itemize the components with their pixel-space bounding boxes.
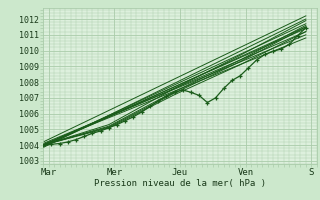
X-axis label: Pression niveau de la mer( hPa ): Pression niveau de la mer( hPa ) [94, 179, 266, 188]
